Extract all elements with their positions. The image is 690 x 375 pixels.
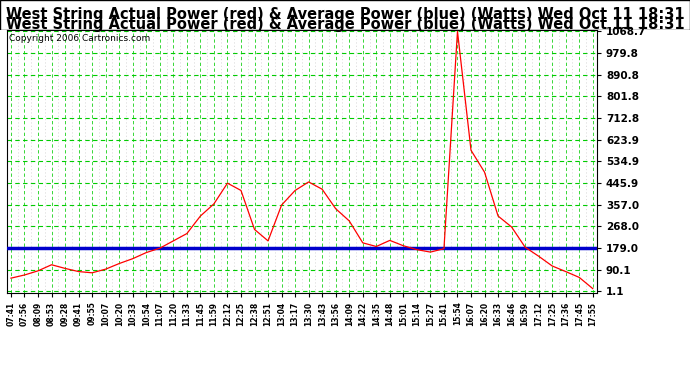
Text: West String Actual Power (red) & Average Power (blue) (Watts) Wed Oct 11 18:31: West String Actual Power (red) & Average…: [6, 17, 684, 32]
Text: Copyright 2006 Cartronics.com: Copyright 2006 Cartronics.com: [9, 34, 150, 43]
Text: West String Actual Power (red) & Average Power (blue) (Watts) Wed Oct 11 18:31: West String Actual Power (red) & Average…: [6, 8, 684, 22]
